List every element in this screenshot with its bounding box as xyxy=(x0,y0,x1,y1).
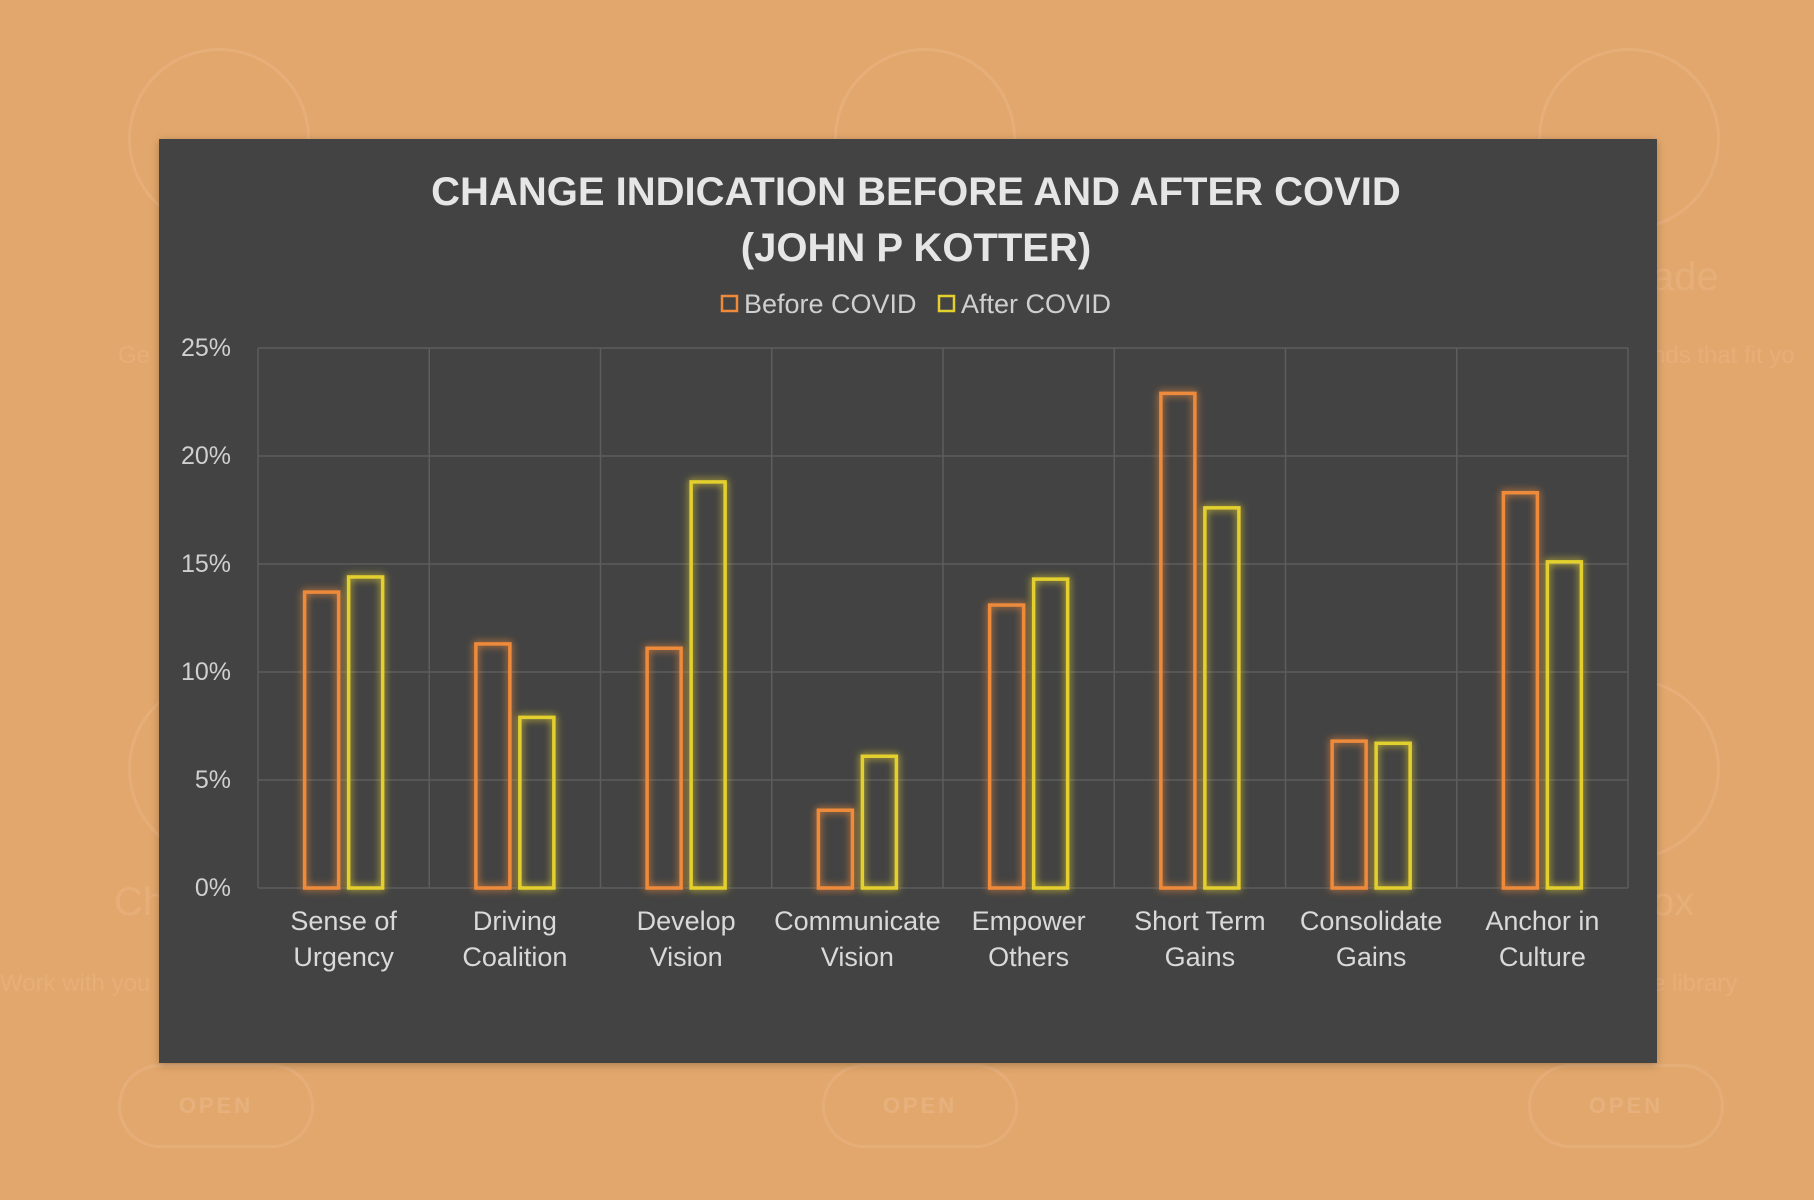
x-category-label-5-line-1: Gains xyxy=(1165,942,1236,972)
bar-after-covid-7 xyxy=(1545,560,1584,890)
background-card-title: Ch xyxy=(114,880,166,924)
x-category-label-5-line-0: Short Term xyxy=(1134,906,1266,936)
x-category-label-1-line-1: Coalition xyxy=(462,942,567,972)
bar-after-covid-1 xyxy=(518,715,556,890)
legend-label-before-covid: Before COVID xyxy=(744,289,917,319)
legend-swatch-before-covid xyxy=(720,294,739,313)
y-tick-label-0: 0% xyxy=(195,874,231,902)
x-category-label-3-line-0: Communicate xyxy=(774,906,941,936)
x-category-label-7-line-1: Culture xyxy=(1499,942,1586,972)
background-card-text: nds that fit yo xyxy=(1652,342,1795,369)
legend-swatch-after-covid xyxy=(937,294,956,313)
background-card-title: ox xyxy=(1652,880,1695,924)
chart-grid xyxy=(257,347,1629,889)
chart-title-line-1: CHANGE INDICATION BEFORE AND AFTER COVID xyxy=(431,170,1401,214)
legend-label-after-covid: After COVID xyxy=(961,289,1111,319)
bar-after-covid-5 xyxy=(1203,506,1241,890)
y-tick-label-1: 5% xyxy=(195,766,231,794)
bar-after-covid-2 xyxy=(689,480,727,890)
chart-bars xyxy=(302,391,1584,890)
background-card-text: e library xyxy=(1652,970,1738,997)
bar-before-covid-1 xyxy=(474,642,512,890)
x-category-label-1-line-0: Driving xyxy=(473,906,557,936)
background-open-button[interactable]: OPEN xyxy=(822,1064,1018,1148)
chart-title-line-2: (JOHN P KOTTER) xyxy=(741,226,1091,270)
background-open-button[interactable]: OPEN xyxy=(118,1064,314,1148)
bar-after-covid-0 xyxy=(346,575,385,890)
x-category-label-2-line-0: Develop xyxy=(637,906,736,936)
x-category-label-0-line-0: Sense of xyxy=(290,906,397,936)
bar-before-covid-7 xyxy=(1501,490,1540,890)
bar-before-covid-5 xyxy=(1159,391,1197,890)
chart-legend: Before COVID After COVID xyxy=(720,289,1111,319)
background-open-button[interactable]: OPEN xyxy=(1528,1064,1724,1148)
bar-after-covid-3 xyxy=(860,754,899,890)
bar-chart: CHANGE INDICATION BEFORE AND AFTER COVID… xyxy=(181,170,1629,972)
bar-before-covid-4 xyxy=(987,603,1026,890)
y-tick-label-4: 20% xyxy=(181,442,231,470)
bar-after-covid-4 xyxy=(1031,577,1070,890)
x-axis: Sense of Urgency Driving Coalition Develop Vi… xyxy=(290,906,1599,972)
chart-title: CHANGE INDICATION BEFORE AND AFTER COVID… xyxy=(431,170,1401,270)
y-tick-label-3: 15% xyxy=(181,550,231,578)
bar-before-covid-2 xyxy=(645,646,683,890)
x-category-label-3-line-1: Vision xyxy=(821,942,894,972)
x-category-label-2-line-1: Vision xyxy=(650,942,723,972)
background-card-text: Work with you xyxy=(0,970,151,997)
bar-before-covid-6 xyxy=(1330,739,1368,890)
x-category-label-6-line-1: Gains xyxy=(1336,942,1407,972)
x-category-label-4-line-1: Others xyxy=(988,942,1069,972)
x-category-label-6-line-0: Consolidate xyxy=(1300,906,1443,936)
bar-after-covid-6 xyxy=(1374,741,1412,890)
y-axis: 0% 5% 10% 15% 20% 25% xyxy=(181,334,231,902)
background-card-title: ade xyxy=(1652,255,1719,299)
x-category-label-4-line-0: Empower xyxy=(972,906,1086,936)
y-tick-label-2: 10% xyxy=(181,658,231,686)
bar-before-covid-3 xyxy=(816,808,855,890)
chart-panel: CHANGE INDICATION BEFORE AND AFTER COVID… xyxy=(159,139,1657,1063)
x-category-label-0-line-1: Urgency xyxy=(293,942,394,972)
background-card-text: Ge xyxy=(118,342,151,369)
bar-before-covid-0 xyxy=(302,590,341,890)
y-tick-label-5: 25% xyxy=(181,334,231,362)
x-category-label-7-line-0: Anchor in xyxy=(1485,906,1599,936)
